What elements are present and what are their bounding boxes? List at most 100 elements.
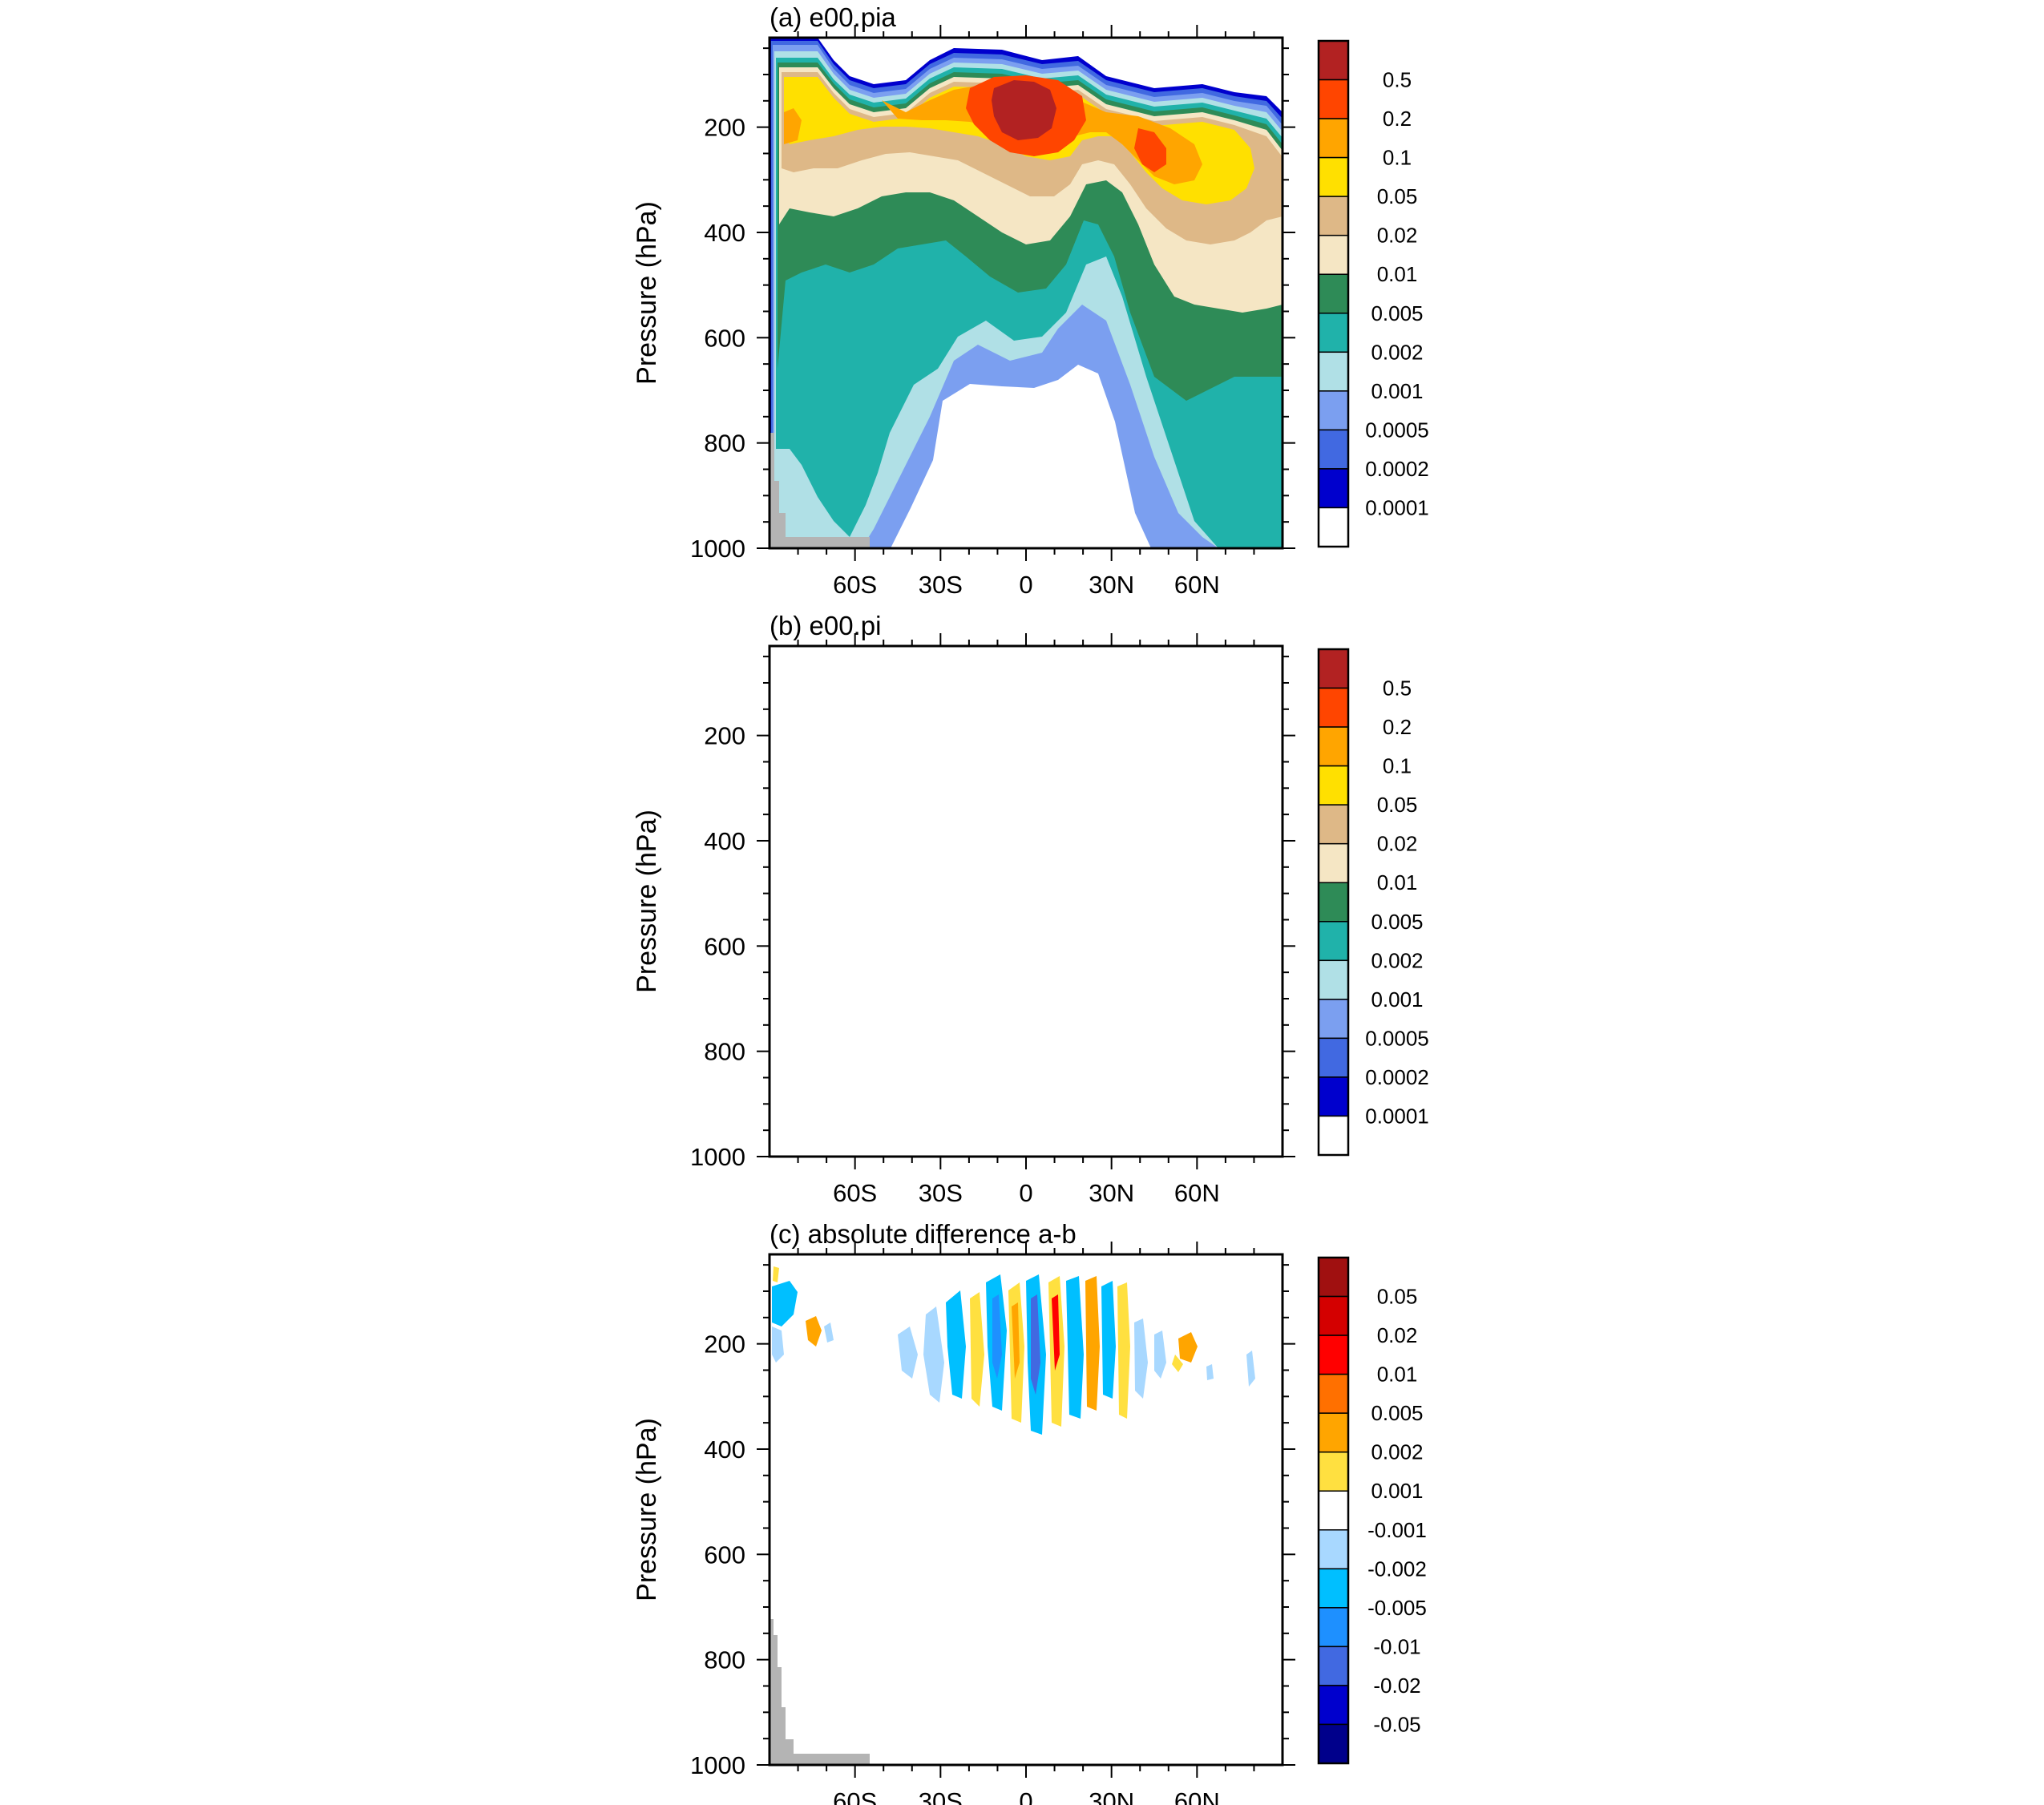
y-tick-label: 200: [704, 114, 745, 142]
colorbar-swatch: [1318, 804, 1349, 845]
colorbar-swatch: [1318, 1373, 1349, 1414]
colorbar-frame: [1317, 1256, 1350, 1765]
y-tick-label: 800: [704, 1646, 745, 1674]
colorbar-label: 0.02: [1377, 224, 1418, 248]
colorbar-label: 0.0002: [1365, 1065, 1429, 1089]
colorbar-label: 0.0005: [1365, 1026, 1429, 1050]
diff-patch: [1012, 1302, 1020, 1379]
colorbar-swatch: [1318, 196, 1349, 236]
y-tick-label: 800: [704, 430, 745, 458]
x-tick-label: 30S: [919, 1179, 963, 1207]
y-tick-label: 200: [704, 1331, 745, 1359]
diff-patch: [946, 1290, 966, 1399]
axes-layer: 200 400 600 800 1000 60S 30S 0 30N 60N Pressure (h…: [632, 25, 1295, 1805]
contour-0.1: [784, 693, 1202, 793]
colorbar-swatch: [1318, 1451, 1349, 1492]
diff-patch: [806, 1316, 822, 1347]
colorbar-label: 0.1: [1383, 146, 1412, 170]
colorbar-swatch: [1318, 1723, 1349, 1764]
colorbar-label: 0.005: [1371, 1401, 1423, 1425]
x-tick-label: 60S: [833, 571, 877, 599]
colorbar-swatch: [1318, 842, 1349, 883]
x-tick-label: 60N: [1174, 1179, 1220, 1207]
colorbar-swatch: [1318, 1529, 1349, 1570]
diff-patch: [992, 1294, 1002, 1379]
colorbar-swatch: [1318, 79, 1349, 119]
colorbar-swatch: [1318, 648, 1349, 689]
colorbar-swatch: [1318, 40, 1349, 81]
panel-b-contours: [770, 646, 1283, 1157]
diff-patch: [1246, 1351, 1255, 1387]
colorbar-label: -0.01: [1373, 1634, 1420, 1658]
panel-c-frame: [768, 1253, 1284, 1767]
missing-data: [770, 1619, 870, 1765]
x-tick-label: 30N: [1089, 1787, 1134, 1805]
colorbar-label: 0.0001: [1365, 1104, 1429, 1128]
diff-patch: [1066, 1276, 1084, 1419]
y-tick-label: 800: [704, 1038, 745, 1066]
x-tick-label: 30N: [1089, 571, 1134, 599]
diff-patch: [898, 1326, 918, 1379]
y-axis-label: Pressure (hPa): [632, 810, 662, 993]
colorbar-label: 0.1: [1383, 754, 1412, 778]
colorbar-label: 0.002: [1371, 948, 1423, 972]
colorbar-swatch: [1318, 1076, 1349, 1117]
diff-patch: [1117, 1282, 1130, 1419]
contour-0.5: [992, 688, 1056, 749]
colorbar-label: 0.0002: [1365, 457, 1429, 481]
diff-patch: [923, 1306, 944, 1403]
colorbar-label: -0.02: [1373, 1674, 1420, 1698]
colorbar-label: 0.05: [1377, 793, 1418, 817]
panel-c: (c) absolute difference a-b: [768, 1219, 1284, 1767]
panel-a: (a) e00.pia: [768, 2, 1284, 550]
panel-b-axes: 200 400 600 800 1000 60S 30S 0 30N 60N Pressure (h…: [632, 633, 1295, 1207]
y-axis-label: Pressure (hPa): [632, 201, 662, 385]
colorbar-swatch: [1318, 313, 1349, 353]
colorbar-label: 0.5: [1383, 68, 1412, 92]
diff-patch: [1154, 1331, 1166, 1379]
colorbar-swatch: [1318, 1257, 1349, 1298]
colorbar-swatch: [1318, 921, 1349, 962]
colorbar-label: -0.05: [1373, 1712, 1420, 1736]
diff-patch: [1178, 1332, 1198, 1363]
colorbar-label: 0.001: [1371, 1479, 1423, 1503]
contour-0.0002: [771, 649, 1283, 1157]
missing-data: [770, 1041, 870, 1157]
colorbar-label: 0.02: [1377, 1323, 1418, 1347]
colorbar-swatch: [1318, 1607, 1349, 1648]
colorbar-swatch: [1318, 390, 1349, 431]
colorbar-swatch: [1318, 118, 1349, 159]
colorbar-label: -0.005: [1367, 1596, 1427, 1620]
panel-b-title: (b) e00.pi: [770, 611, 881, 640]
colorbar-swatch: [1318, 273, 1349, 314]
colorbar-label: 0.0005: [1365, 418, 1429, 442]
colorbar-swatch: [1318, 1295, 1349, 1336]
colorbar-swatch: [1318, 765, 1349, 806]
x-tick-label: 60S: [833, 1179, 877, 1207]
x-tick-label: 60N: [1174, 571, 1220, 599]
colorbar-label: 0.01: [1377, 1363, 1418, 1387]
colorbar-swatch: [1318, 234, 1349, 275]
colorbar-label: 0.005: [1371, 910, 1423, 934]
colorbar-swatch: [1318, 507, 1349, 547]
colorbar-label: 0.001: [1371, 379, 1423, 403]
diff-patch: [772, 1281, 798, 1326]
contour-0.01: [779, 676, 1283, 921]
colorbar-swatch: [1318, 156, 1349, 197]
y-tick-label: 1000: [690, 535, 745, 563]
colorbar-label: -0.001: [1367, 1518, 1427, 1542]
y-tick-label: 400: [704, 827, 745, 855]
y-tick-label: 1000: [690, 1751, 745, 1779]
x-tick-label: 30S: [919, 571, 963, 599]
panel-a-title: (a) e00.pia: [770, 2, 896, 32]
y-axis-label: Pressure (hPa): [632, 1418, 662, 1601]
colorbar-swatch: [1318, 351, 1349, 392]
colorbar-label: 0.01: [1377, 262, 1418, 286]
colorbar-frame: [1317, 648, 1350, 1157]
diff-patch: [1052, 1294, 1060, 1371]
colorbar-label: 0.01: [1377, 870, 1418, 894]
contour-0.05: [784, 685, 1254, 813]
contour-0.02: [782, 680, 1283, 853]
y-tick-label: 1000: [690, 1143, 745, 1171]
